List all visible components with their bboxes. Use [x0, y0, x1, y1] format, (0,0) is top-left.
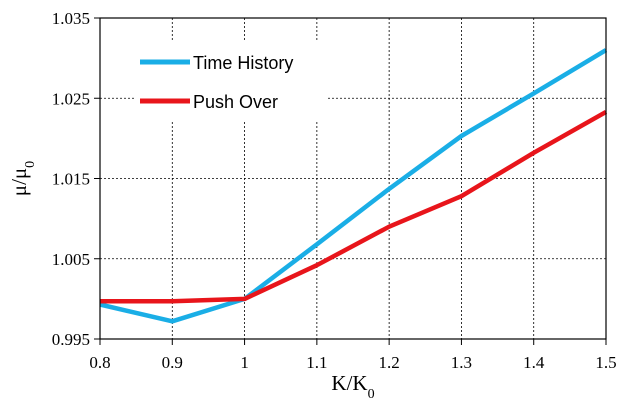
- y-tick-label: 0.995: [52, 330, 90, 349]
- x-tick-label: 1.3: [451, 353, 472, 372]
- legend-label-push-over: Push Over: [193, 92, 278, 112]
- legend-label-time-history: Time History: [193, 53, 293, 73]
- y-axis-title: μ/μ0: [7, 161, 38, 196]
- tick-marks: [94, 17, 607, 345]
- x-axis-title-main: K/K: [331, 371, 367, 395]
- x-tick-label: 1.1: [306, 353, 327, 372]
- y-tick-label: 1.035: [52, 9, 90, 28]
- y-axis-title-subscript: 0: [23, 161, 38, 168]
- y-tick-label: 1.025: [52, 89, 90, 108]
- x-tick-label: 1.2: [379, 353, 400, 372]
- legend-item-push-over: Push Over: [140, 92, 278, 112]
- series-line-push-over: [100, 109, 608, 304]
- y-tick-label: 1.005: [52, 250, 90, 269]
- x-tick-label: 1.5: [595, 353, 616, 372]
- x-axis-title-subscript: 0: [368, 387, 375, 402]
- series-lines: [99, 48, 608, 324]
- y-tick-labels: 0.995 1.005 1.015 1.025 1.035: [52, 9, 90, 349]
- y-axis-title-main: μ/μ: [7, 168, 31, 196]
- x-tick-label: 1: [240, 353, 249, 372]
- y-tick-label: 1.015: [52, 170, 90, 189]
- legend: Time History Push Over: [136, 40, 326, 122]
- legend-item-time-history: Time History: [140, 53, 293, 73]
- x-tick-labels: 0.8 0.9 1 1.1 1.2 1.3 1.4 1.5: [89, 353, 616, 372]
- x-axis-title: K/K0: [331, 371, 374, 402]
- x-tick-label: 0.8: [89, 353, 110, 372]
- series-line-time-history: [99, 48, 608, 324]
- x-tick-label: 0.9: [162, 353, 183, 372]
- legend-background: [136, 40, 326, 122]
- x-tick-label: 1.4: [523, 353, 545, 372]
